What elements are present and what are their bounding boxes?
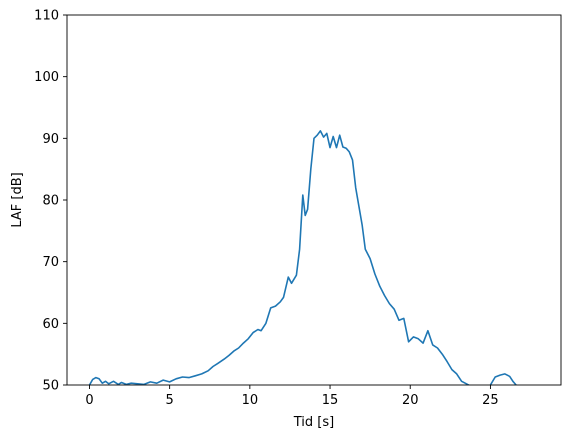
y-tick-label: 100 bbox=[34, 70, 59, 85]
y-axis-label: LAF [dB] bbox=[10, 172, 25, 227]
series-line-segment bbox=[88, 130, 470, 385]
plot-area bbox=[88, 130, 517, 385]
x-tick-label: 25 bbox=[482, 393, 499, 408]
axes-frame bbox=[66, 14, 562, 386]
x-tick-label: 0 bbox=[85, 393, 93, 408]
y-tick-label: 60 bbox=[42, 317, 59, 332]
x-tick-label: 15 bbox=[322, 393, 339, 408]
y-tick-label: 80 bbox=[42, 194, 59, 209]
x-tick-label: 5 bbox=[166, 393, 174, 408]
series-line-segment bbox=[489, 373, 517, 385]
y-tick-label: 90 bbox=[42, 132, 59, 147]
y-tick-label: 50 bbox=[42, 379, 59, 394]
x-axis-label: Tid [s] bbox=[293, 415, 334, 430]
x-tick-label: 10 bbox=[242, 393, 259, 408]
y-tick-label: 110 bbox=[34, 9, 59, 24]
axes: 0 5 10 15 20 25 50 60 70 80 90 100 110 bbox=[34, 9, 562, 408]
y-tick-label: 70 bbox=[42, 255, 59, 270]
x-tick-label: 20 bbox=[402, 393, 419, 408]
